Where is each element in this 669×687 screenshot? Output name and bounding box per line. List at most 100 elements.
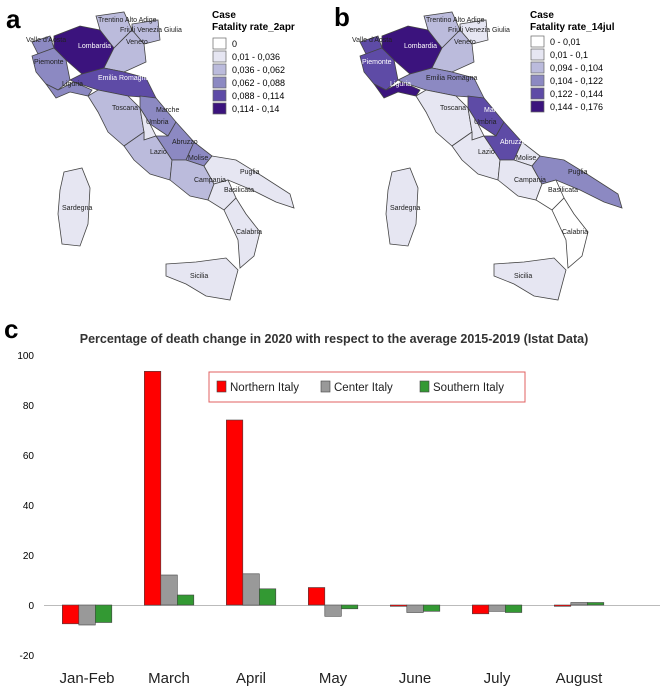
bar-southern-italy-april xyxy=(258,588,277,606)
panel-b-legend: Case Fatality rate_14jul 0 - 0,01 0,01 -… xyxy=(530,10,615,113)
region-label: Lazio xyxy=(150,149,167,156)
bar-northern-italy-march xyxy=(144,370,162,606)
legend-title: Case xyxy=(530,10,554,21)
region-label: Friuli Venezia Giulia xyxy=(448,27,510,34)
bar-center-italy-august xyxy=(570,602,588,606)
region-label: Sardegna xyxy=(62,205,92,212)
region-calabria xyxy=(551,197,589,269)
legend-label-center-italy: Center Italy xyxy=(334,382,393,394)
region-label: Lombardia xyxy=(404,43,437,50)
chart-y-ticks: 100 80 60 40 20 0 -20 xyxy=(17,351,34,662)
region-label: Puglia xyxy=(568,169,588,176)
region-sardegna xyxy=(385,167,419,247)
region-label: Sardegna xyxy=(390,205,420,212)
bar-center-italy-june xyxy=(406,604,424,613)
legend-title: Fatality rate_2apr xyxy=(212,22,295,33)
x-tick-label: April xyxy=(236,670,266,687)
y-tick-label: -20 xyxy=(20,651,35,662)
legend-title: Case xyxy=(212,10,236,21)
y-tick-label: 40 xyxy=(23,501,35,512)
region-label: Molise xyxy=(188,155,208,162)
legend-label: 0,104 - 0,122 xyxy=(550,76,603,86)
y-tick-label: 60 xyxy=(23,451,35,462)
legend-swatch xyxy=(530,35,545,48)
bar-southern-italy-july xyxy=(504,604,523,613)
region-label: Basilicata xyxy=(224,187,254,194)
legend-label: 0,122 - 0,144 xyxy=(550,89,603,99)
bar-southern-italy-march xyxy=(177,594,195,606)
x-tick-label: May xyxy=(319,670,348,687)
region-label: Toscana xyxy=(112,105,138,112)
legend-label: 0,114 - 0,14 xyxy=(232,104,279,114)
legend-item: 0,122 - 0,144 xyxy=(530,87,603,100)
x-tick-label: June xyxy=(399,670,432,687)
legend-swatch-center-italy xyxy=(320,380,331,393)
legend-label: 0,01 - 0,036 xyxy=(232,52,280,62)
bar-northern-italy-june xyxy=(389,604,408,607)
legend-title: Fatality rate_14jul xyxy=(530,22,615,33)
region-sicilia xyxy=(493,257,567,301)
bar-center-italy-july xyxy=(488,604,506,612)
legend-label-southern-italy: Southern Italy xyxy=(433,382,504,394)
legend-item: 0 - 0,01 xyxy=(530,35,581,48)
panel-b-italy-map xyxy=(359,11,623,301)
legend-swatch xyxy=(530,48,545,61)
region-label: Marche xyxy=(484,107,507,114)
bar-northern-italy-july xyxy=(471,604,490,615)
legend-label: 0,094 - 0,104 xyxy=(550,63,603,73)
bar-southern-italy-august xyxy=(586,602,605,606)
x-tick-label: July xyxy=(484,670,511,687)
y-tick-label: 100 xyxy=(17,351,34,362)
legend-item: 0 xyxy=(212,37,237,50)
panel-c-letter: c xyxy=(4,314,18,344)
region-label: Emilia Romagna xyxy=(426,75,477,82)
legend-item: 0,062 - 0,088 xyxy=(212,76,285,89)
bar-center-italy-march xyxy=(160,574,178,606)
region-label: Calabria xyxy=(236,229,262,236)
panel-b-letter: b xyxy=(334,2,350,32)
legend-swatch xyxy=(530,100,545,113)
bar-southern-italy-may xyxy=(340,604,359,610)
panel-b-region-labels: Trentino Alto Adige Friuli Venezia Giuli… xyxy=(352,17,588,280)
y-tick-label: 20 xyxy=(23,551,35,562)
legend-label: 0,144 - 0,176 xyxy=(550,102,603,112)
region-liguria xyxy=(373,81,421,99)
legend-swatch xyxy=(530,61,545,74)
legend-item: 0,114 - 0,14 xyxy=(212,102,279,115)
region-emilia-romagna xyxy=(397,67,485,99)
chart-bars xyxy=(61,370,605,626)
region-label: Piemonte xyxy=(34,59,64,66)
legend-items: Northern Italy Center Italy Southern Italy xyxy=(216,380,504,394)
y-tick-label: 80 xyxy=(23,401,35,412)
chart-legend: Northern Italy Center Italy Southern Italy xyxy=(208,371,526,403)
region-label: Umbria xyxy=(146,119,169,126)
region-label: Sicilia xyxy=(514,273,532,280)
region-label: Trentino Alto Adige xyxy=(98,17,157,24)
region-label: Abruzzo xyxy=(500,139,526,146)
legend-swatch-northern-italy xyxy=(216,380,227,393)
y-tick-label: 0 xyxy=(28,601,34,612)
legend-label: 0,01 - 0,1 xyxy=(550,50,588,60)
region-label: Valle d'Aosta xyxy=(26,37,66,44)
chart-title: Percentage of death change in 2020 with … xyxy=(80,332,589,346)
legend-item: 0,01 - 0,1 xyxy=(530,48,588,61)
region-label: Liguria xyxy=(390,81,411,88)
legend-swatch xyxy=(212,102,227,115)
region-label: Trentino Alto Adige xyxy=(426,17,485,24)
legend-item: 0,088 - 0,114 xyxy=(212,89,284,102)
region-label: Basilicata xyxy=(548,187,578,194)
region-label: Campania xyxy=(514,177,546,184)
region-label: Abruzzo xyxy=(172,139,198,146)
x-tick-label: August xyxy=(556,670,604,687)
region-label: Campania xyxy=(194,177,226,184)
legend-label: 0 - 0,01 xyxy=(550,37,581,47)
region-emilia-romagna xyxy=(69,67,157,99)
panel-a-italy-map xyxy=(31,11,295,301)
bar-center-italy-april xyxy=(242,573,260,606)
region-label: Lombardia xyxy=(78,43,111,50)
legend-item: 0,094 - 0,104 xyxy=(530,61,603,74)
chart-x-labels: Jan-Feb March April May June July August xyxy=(59,670,603,687)
region-label: Emilia Romagna xyxy=(98,75,149,82)
region-label: Molise xyxy=(516,155,536,162)
